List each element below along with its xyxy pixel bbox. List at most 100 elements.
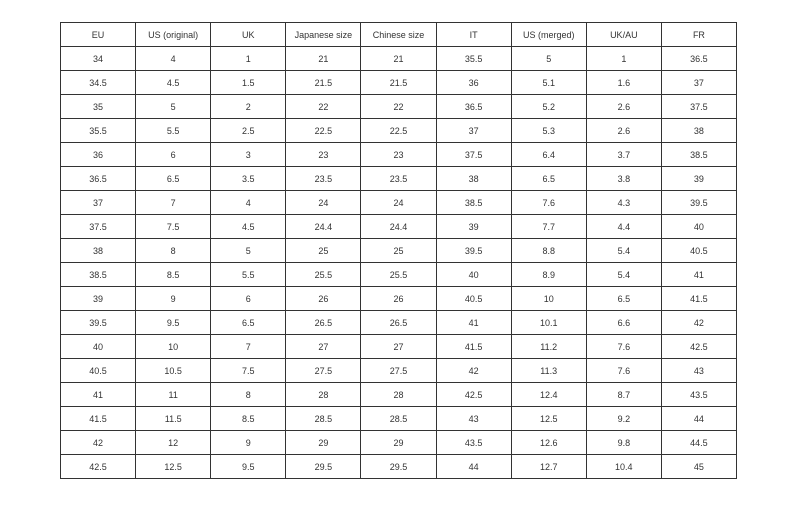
table-cell: 6 bbox=[135, 142, 212, 167]
table-cell: 40.5 bbox=[435, 286, 512, 311]
table-cell: 35 bbox=[59, 94, 137, 119]
table-cell: 37 bbox=[435, 118, 512, 143]
table-row: 42.5 12.5 9.5 29.5 29.5 44 12.7 10.4 45 bbox=[59, 454, 738, 479]
table-cell: 37.5 bbox=[59, 214, 137, 239]
table-cell: 7 bbox=[135, 190, 212, 215]
table-cell: 8.5 bbox=[135, 262, 212, 287]
table-row: 37.5 7.5 4.5 24.4 24.4 39 7.7 4.4 40 bbox=[59, 214, 738, 239]
table-cell: 11.5 bbox=[135, 406, 212, 431]
table-cell: 41 bbox=[435, 310, 512, 335]
table-cell: 42 bbox=[59, 430, 137, 455]
table-cell: 28.5 bbox=[360, 406, 437, 431]
table-cell: 28.5 bbox=[285, 406, 362, 431]
table-cell: 29.5 bbox=[285, 454, 362, 479]
table-cell: 39 bbox=[660, 166, 738, 191]
table-cell: 6.4 bbox=[510, 142, 587, 167]
table-cell: 42 bbox=[660, 310, 738, 335]
table-row: 35.5 5.5 2.5 22.5 22.5 37 5.3 2.6 38 bbox=[59, 118, 738, 143]
table-cell: 42.5 bbox=[59, 454, 137, 479]
table-row: 34.5 4.5 1.5 21.5 21.5 36 5.1 1.6 37 bbox=[59, 70, 738, 95]
table-cell: 37.5 bbox=[435, 142, 512, 167]
table-row: 42 12 9 29 29 43.5 12.6 9.8 44.5 bbox=[59, 430, 738, 455]
table-cell: 5.4 bbox=[585, 238, 662, 263]
table-cell: 10 bbox=[510, 286, 587, 311]
table-cell: 27.5 bbox=[285, 358, 362, 383]
table-cell: 12.6 bbox=[510, 430, 587, 455]
table-cell: 1.6 bbox=[585, 70, 662, 95]
table-cell: 41 bbox=[59, 382, 137, 407]
table-cell: 22 bbox=[360, 94, 437, 119]
table-cell: 12 bbox=[135, 430, 212, 455]
table-cell: 36 bbox=[435, 70, 512, 95]
table-cell: 36.5 bbox=[59, 166, 137, 191]
table-cell: 5 bbox=[510, 46, 587, 71]
table-cell: 4 bbox=[135, 46, 212, 71]
table-cell: 24 bbox=[285, 190, 362, 215]
table-cell: 2.6 bbox=[585, 118, 662, 143]
table-cell: 34.5 bbox=[59, 70, 137, 95]
table-cell: 5 bbox=[210, 238, 287, 263]
table-cell: 25 bbox=[360, 238, 437, 263]
table-cell: 40.5 bbox=[660, 238, 738, 263]
table-cell: 2.5 bbox=[210, 118, 287, 143]
table-cell: 8 bbox=[210, 382, 287, 407]
table-cell: 40.5 bbox=[59, 358, 137, 383]
table-cell: 27 bbox=[285, 334, 362, 359]
table-row: 40 10 7 27 27 41.5 11.2 7.6 42.5 bbox=[59, 334, 738, 359]
column-header: UK/AU bbox=[585, 22, 662, 47]
table-cell: 4 bbox=[210, 190, 287, 215]
table-cell: 38.5 bbox=[660, 142, 738, 167]
table-cell: 8.9 bbox=[510, 262, 587, 287]
table-cell: 11.3 bbox=[510, 358, 587, 383]
table-cell: 22.5 bbox=[285, 118, 362, 143]
table-cell: 24.4 bbox=[285, 214, 362, 239]
table-row: 36 6 3 23 23 37.5 6.4 3.7 38.5 bbox=[59, 142, 738, 167]
table-cell: 3.5 bbox=[210, 166, 287, 191]
column-header: UK bbox=[210, 22, 287, 47]
table-cell: 27.5 bbox=[360, 358, 437, 383]
table-cell: 45 bbox=[660, 454, 738, 479]
table-row: 36.5 6.5 3.5 23.5 23.5 38 6.5 3.8 39 bbox=[59, 166, 738, 191]
table-cell: 3.7 bbox=[585, 142, 662, 167]
table-cell: 42.5 bbox=[435, 382, 512, 407]
table-cell: 43 bbox=[435, 406, 512, 431]
table-cell: 10.1 bbox=[510, 310, 587, 335]
table-row: 41 11 8 28 28 42.5 12.4 8.7 43.5 bbox=[59, 382, 738, 407]
table-cell: 7 bbox=[210, 334, 287, 359]
table-cell: 5.5 bbox=[210, 262, 287, 287]
table-cell: 43.5 bbox=[435, 430, 512, 455]
column-header: US (merged) bbox=[510, 22, 587, 47]
table-cell: 44 bbox=[435, 454, 512, 479]
table-cell: 1.5 bbox=[210, 70, 287, 95]
table-cell: 21 bbox=[360, 46, 437, 71]
table-cell: 26 bbox=[360, 286, 437, 311]
column-header: Japanese size bbox=[285, 22, 362, 47]
table-cell: 21.5 bbox=[285, 70, 362, 95]
table-cell: 44.5 bbox=[660, 430, 738, 455]
table-cell: 9.2 bbox=[585, 406, 662, 431]
table-cell: 7.7 bbox=[510, 214, 587, 239]
table-cell: 8.7 bbox=[585, 382, 662, 407]
table-cell: 36.5 bbox=[660, 46, 738, 71]
table-cell: 6 bbox=[210, 286, 287, 311]
table-row: 40.5 10.5 7.5 27.5 27.5 42 11.3 7.6 43 bbox=[59, 358, 738, 383]
table-cell: 36 bbox=[59, 142, 137, 167]
table-cell: 29.5 bbox=[360, 454, 437, 479]
table-cell: 6.5 bbox=[510, 166, 587, 191]
table-cell: 3.8 bbox=[585, 166, 662, 191]
table-cell: 34 bbox=[59, 46, 137, 71]
table-cell: 1 bbox=[210, 46, 287, 71]
table-cell: 12.7 bbox=[510, 454, 587, 479]
column-header: IT bbox=[435, 22, 512, 47]
table-cell: 37 bbox=[660, 70, 738, 95]
column-header: Chinese size bbox=[360, 22, 437, 47]
table-cell: 2 bbox=[210, 94, 287, 119]
table-row: 37 7 4 24 24 38.5 7.6 4.3 39.5 bbox=[59, 190, 738, 215]
table-cell: 38.5 bbox=[59, 262, 137, 287]
table-cell: 9.5 bbox=[210, 454, 287, 479]
table-cell: 22 bbox=[285, 94, 362, 119]
table-cell: 6.5 bbox=[210, 310, 287, 335]
table-cell: 24.4 bbox=[360, 214, 437, 239]
table-cell: 6.5 bbox=[585, 286, 662, 311]
table-cell: 8 bbox=[135, 238, 212, 263]
